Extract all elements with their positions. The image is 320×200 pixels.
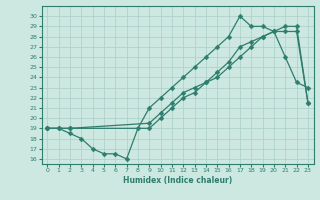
X-axis label: Humidex (Indice chaleur): Humidex (Indice chaleur) (123, 176, 232, 185)
